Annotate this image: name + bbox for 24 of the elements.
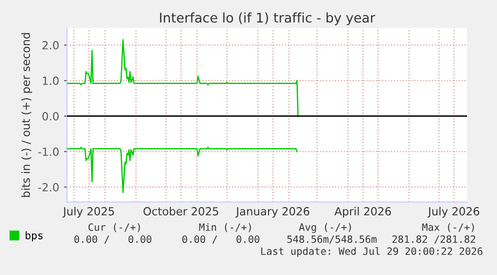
text: 0.00 / 0.00 <box>74 235 152 244</box>
legend-label: bps <box>26 231 43 242</box>
x-tick-label: October 2025 <box>143 206 218 216</box>
y-tick-label: 2.0 <box>42 41 59 50</box>
y-tick-label: -1.0 <box>38 148 59 156</box>
x-tick-label: January 2026 <box>235 207 310 218</box>
y-tick-label: -2.0 <box>38 183 59 192</box>
text: Last update: Wed Jul 29 20:00:22 2026 <box>261 247 482 257</box>
text: Cur (-/+) <box>88 223 140 232</box>
text: 281.82 /281.82 <box>392 235 476 244</box>
text: 0.00 / 0.00 <box>182 235 260 244</box>
chart-title: Interface lo (if 1) traffic - by year <box>160 12 376 26</box>
x-tick-label: July 2025 <box>62 206 114 218</box>
text: Max (-/+) <box>422 223 474 232</box>
y-tick-label: 1.0 <box>42 76 59 85</box>
line-series <box>67 39 299 117</box>
text: Min (-/+) <box>199 223 251 232</box>
y-tick-label: 0.0 <box>42 112 59 120</box>
text: Avg (-/+) <box>299 223 351 233</box>
x-tick-label: July 2026 <box>428 206 480 218</box>
x-tick-label: April 2026 <box>334 206 391 218</box>
y-axis-title: bits in (-) / out (+) per second <box>21 33 32 197</box>
text: 548.56m/548.56m <box>287 235 377 244</box>
line-series <box>67 146 298 194</box>
